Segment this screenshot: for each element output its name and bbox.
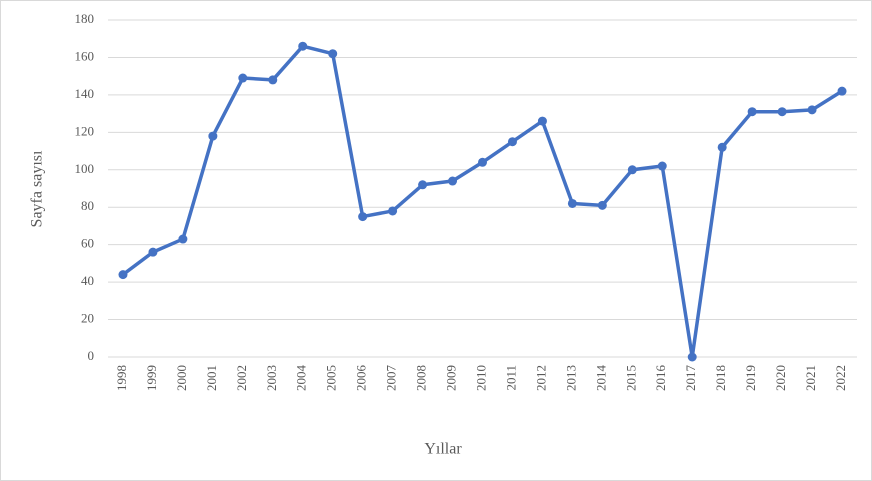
x-tick-label: 1998 [114,365,129,391]
x-axis-label: Yıllar [424,441,462,458]
point [777,107,787,117]
x-tick-label: 2019 [743,365,758,391]
point [448,176,458,186]
y-tick-label: 20 [81,311,94,326]
x-tick-label: 1999 [144,365,159,391]
point [118,270,128,280]
x-tick-label: 2000 [174,365,189,391]
point [537,116,547,126]
y-tick-label: 120 [75,123,95,138]
x-tick-label: 2005 [324,365,339,391]
x-tick-label: 2006 [354,365,369,392]
y-tick-label: 180 [75,11,95,26]
x-tick-label: 2004 [294,365,309,392]
x-tick-label: 2017 [683,365,698,392]
point [597,200,607,210]
point [687,352,697,362]
x-tick-label: 2003 [264,365,279,391]
point [238,73,248,83]
point [328,49,338,59]
point [807,105,817,115]
point [268,75,278,85]
point [358,212,368,222]
x-tick-label: 2012 [533,365,548,391]
point [507,137,517,147]
x-tick-label: 2014 [593,365,608,392]
point [657,161,667,171]
x-tick-label: 2020 [773,365,788,391]
x-tick-label: 2001 [204,365,219,391]
x-tick-label: 2015 [623,365,638,391]
x-tick-label: 2008 [414,365,429,391]
x-tick-label: 2011 [503,365,518,391]
x-tick-label: 2016 [653,365,668,392]
point [717,142,727,152]
x-tick-label: 2007 [384,365,399,392]
point [148,247,158,257]
point [388,206,398,216]
y-tick-label: 80 [81,198,94,213]
x-tick-label: 2010 [473,365,488,391]
point [208,131,218,141]
y-tick-label: 40 [81,273,94,288]
x-tick-label: 2002 [234,365,249,391]
y-tick-label: 60 [81,236,94,251]
point [298,41,308,51]
x-tick-label: 2009 [444,365,459,391]
x-tick-label: 2018 [713,365,728,391]
point [627,165,637,175]
y-tick-label: 160 [75,48,95,63]
x-tick-label: 2021 [803,365,818,391]
point [418,180,428,190]
y-tick-label: 0 [88,348,95,363]
x-tick-label: 2022 [833,365,848,391]
point [837,86,847,96]
y-tick-label: 140 [75,86,95,101]
point [747,107,757,117]
y-tick-label: 100 [75,161,95,176]
point [567,198,577,208]
point [478,157,487,167]
y-axis-label: Sayfa sayısı [29,150,46,227]
point [178,234,188,244]
x-tick-label: 2013 [563,365,578,391]
